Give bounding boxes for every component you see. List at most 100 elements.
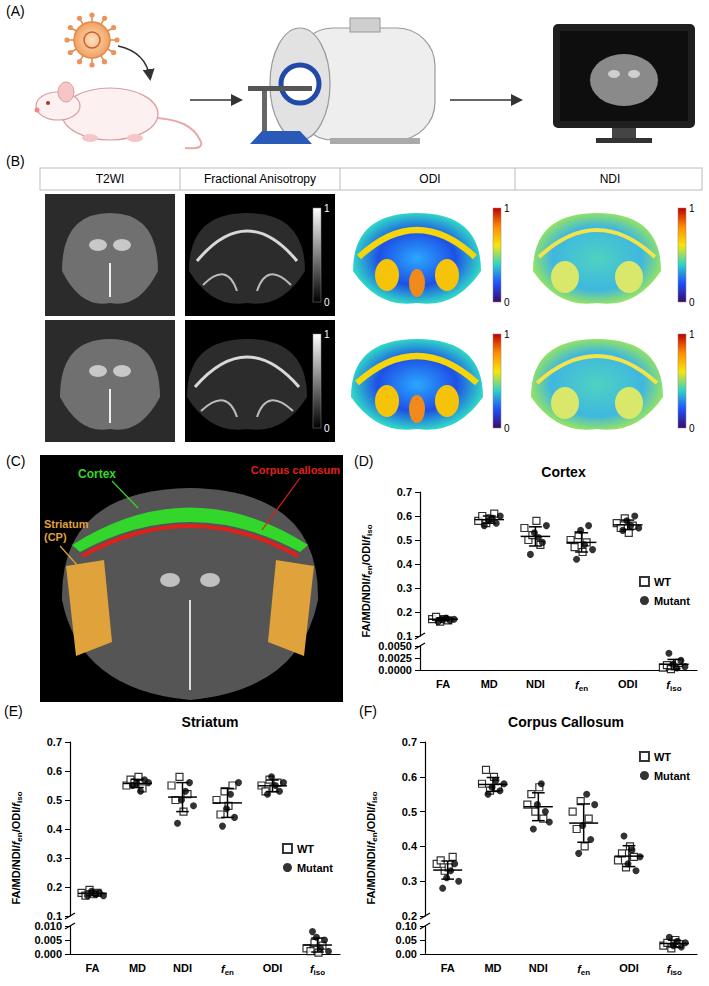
svg-text:0.4: 0.4 [402, 840, 418, 852]
svg-text:0: 0 [689, 297, 695, 308]
svg-text:NDI: NDI [173, 962, 192, 974]
svg-text:0.0000: 0.0000 [378, 664, 412, 676]
svg-text:NDI: NDI [10, 848, 22, 867]
svg-text:1: 1 [689, 203, 695, 214]
svg-text:0.1: 0.1 [396, 630, 412, 642]
svg-text:ODI: ODI [618, 678, 638, 690]
svg-text:MD: MD [129, 962, 146, 974]
svg-text:0.2: 0.2 [397, 606, 412, 618]
svg-text:en: en [370, 832, 379, 841]
svg-text:1: 1 [689, 329, 695, 340]
svg-text:en: en [581, 968, 590, 977]
svg-text:Corpus Callosum: Corpus Callosum [508, 714, 624, 730]
svg-text:1: 1 [324, 329, 330, 340]
svg-text:WT: WT [654, 751, 671, 763]
svg-text:0: 0 [504, 297, 510, 308]
svg-text:0.005: 0.005 [34, 934, 62, 946]
svg-text:0.6: 0.6 [397, 510, 412, 522]
svg-text:iso: iso [670, 684, 682, 693]
svg-text:FA: FA [360, 623, 372, 637]
svg-text:Corpus callosum: Corpus callosum [251, 464, 340, 476]
svg-text:0.0025: 0.0025 [378, 652, 412, 664]
svg-text:ODI: ODI [360, 543, 372, 563]
svg-text:(D): (D) [354, 453, 373, 469]
svg-text:0.5: 0.5 [397, 534, 412, 546]
svg-text:1: 1 [504, 203, 510, 214]
svg-text:0.6: 0.6 [47, 765, 62, 777]
svg-text:FA: FA [365, 890, 377, 904]
svg-text:Fractional Anisotropy: Fractional Anisotropy [204, 172, 316, 186]
svg-text:NDI: NDI [526, 678, 545, 690]
svg-text:Striatum: Striatum [182, 714, 239, 730]
svg-text:0.000: 0.000 [34, 948, 62, 960]
svg-text:NDI: NDI [600, 172, 621, 186]
svg-text:ODI: ODI [619, 962, 639, 974]
svg-text:MD: MD [10, 870, 22, 887]
svg-text:0.2: 0.2 [401, 910, 417, 922]
svg-text:MD: MD [481, 678, 498, 690]
svg-text:0.10: 0.10 [396, 920, 417, 932]
svg-text:(C): (C) [6, 453, 25, 469]
svg-text:ODI: ODI [263, 962, 283, 974]
svg-text:0.2: 0.2 [47, 881, 62, 893]
svg-text:MD: MD [484, 962, 501, 974]
svg-text:Mutant: Mutant [297, 862, 333, 874]
svg-text:0: 0 [504, 423, 510, 434]
svg-text:ODI: ODI [10, 810, 22, 830]
svg-text:FA: FA [441, 962, 455, 974]
svg-text:iso: iso [15, 791, 24, 803]
svg-text:0.5: 0.5 [402, 806, 417, 818]
svg-text:1: 1 [504, 329, 510, 340]
svg-text:iso: iso [314, 968, 326, 977]
svg-text:0.3: 0.3 [47, 852, 62, 864]
svg-text:NDI: NDI [529, 962, 548, 974]
svg-text:Cortex: Cortex [78, 467, 116, 481]
svg-text:0.010: 0.010 [34, 920, 62, 932]
svg-text:Striatum: Striatum [44, 518, 89, 530]
svg-text:en: en [579, 684, 588, 693]
svg-text:0: 0 [324, 423, 330, 434]
svg-text:WT: WT [654, 576, 671, 588]
svg-text:0.7: 0.7 [402, 736, 417, 748]
svg-text:(A): (A) [6, 3, 25, 19]
svg-text:en: en [15, 832, 24, 841]
svg-text:iso: iso [370, 791, 379, 803]
svg-text:(B): (B) [6, 153, 25, 169]
svg-text:en: en [225, 968, 234, 977]
svg-text:ODI: ODI [365, 810, 377, 830]
svg-text:MD: MD [360, 603, 372, 620]
svg-text:FA: FA [10, 890, 22, 904]
svg-text:MD: MD [365, 870, 377, 887]
svg-text:0.00: 0.00 [396, 948, 417, 960]
svg-text:0.5: 0.5 [47, 794, 62, 806]
svg-text:T2WI: T2WI [96, 172, 125, 186]
svg-text:0.4: 0.4 [47, 823, 63, 835]
svg-text:(E): (E) [4, 703, 23, 719]
svg-text:0.1: 0.1 [46, 910, 62, 922]
svg-text:0.05: 0.05 [396, 934, 417, 946]
svg-text:NDI: NDI [365, 848, 377, 867]
svg-text:0.6: 0.6 [402, 771, 417, 783]
svg-text:0.3: 0.3 [397, 582, 412, 594]
svg-text:iso: iso [365, 524, 374, 536]
svg-text:0.7: 0.7 [47, 736, 62, 748]
svg-text:0: 0 [689, 423, 695, 434]
svg-text:Mutant: Mutant [654, 770, 690, 782]
svg-text:NDI: NDI [360, 581, 372, 600]
svg-text:Mutant: Mutant [654, 595, 690, 607]
svg-text:0.3: 0.3 [402, 875, 417, 887]
svg-text:0.0050: 0.0050 [378, 640, 412, 652]
svg-text:0: 0 [324, 297, 330, 308]
svg-text:Cortex: Cortex [541, 464, 586, 480]
svg-text:0.7: 0.7 [397, 486, 412, 498]
svg-text:FA: FA [436, 678, 450, 690]
svg-text:FA: FA [85, 962, 99, 974]
svg-text:ODI: ODI [419, 172, 440, 186]
svg-text:WT: WT [297, 843, 314, 855]
svg-text:(CP): (CP) [44, 531, 67, 543]
svg-text:0.4: 0.4 [397, 558, 413, 570]
svg-text:iso: iso [670, 968, 682, 977]
svg-text:(F): (F) [359, 703, 377, 719]
svg-text:en: en [365, 565, 374, 574]
svg-text:1: 1 [324, 203, 330, 214]
